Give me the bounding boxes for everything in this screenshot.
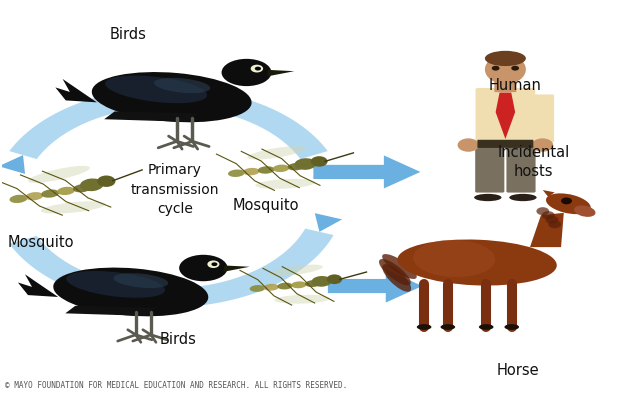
Ellipse shape — [509, 194, 537, 201]
Ellipse shape — [288, 163, 304, 170]
Circle shape — [549, 220, 561, 228]
Circle shape — [255, 67, 261, 71]
Text: Mosquito: Mosquito — [8, 235, 75, 250]
Polygon shape — [267, 70, 295, 76]
Ellipse shape — [40, 201, 106, 214]
Polygon shape — [543, 190, 555, 197]
Ellipse shape — [416, 324, 432, 330]
Text: Human: Human — [489, 78, 541, 93]
Polygon shape — [104, 111, 198, 122]
FancyBboxPatch shape — [475, 88, 535, 143]
Text: Mosquito: Mosquito — [233, 198, 300, 213]
Ellipse shape — [228, 169, 245, 177]
Circle shape — [311, 156, 327, 167]
Polygon shape — [495, 92, 515, 139]
Ellipse shape — [305, 280, 320, 287]
Text: Primary
transmission
cycle: Primary transmission cycle — [131, 163, 219, 216]
Circle shape — [97, 175, 116, 187]
Ellipse shape — [41, 190, 59, 198]
Text: Incidental
hosts: Incidental hosts — [497, 145, 570, 179]
Ellipse shape — [379, 259, 411, 286]
Ellipse shape — [179, 255, 228, 281]
Circle shape — [537, 207, 549, 215]
Ellipse shape — [382, 264, 411, 292]
Circle shape — [542, 211, 555, 219]
Circle shape — [532, 138, 553, 152]
Circle shape — [327, 275, 342, 284]
Ellipse shape — [413, 240, 495, 277]
Polygon shape — [65, 306, 156, 316]
Ellipse shape — [382, 254, 416, 279]
Polygon shape — [9, 88, 328, 159]
Ellipse shape — [291, 281, 307, 288]
Ellipse shape — [80, 179, 104, 191]
FancyBboxPatch shape — [494, 78, 516, 92]
Ellipse shape — [269, 265, 323, 276]
Polygon shape — [56, 79, 97, 102]
Circle shape — [207, 260, 219, 268]
Polygon shape — [0, 155, 25, 174]
Polygon shape — [313, 155, 420, 188]
Ellipse shape — [479, 324, 494, 330]
Ellipse shape — [250, 285, 265, 292]
Ellipse shape — [264, 284, 279, 291]
Circle shape — [561, 198, 572, 204]
Ellipse shape — [9, 195, 27, 203]
FancyBboxPatch shape — [531, 94, 554, 143]
Polygon shape — [224, 265, 250, 272]
Ellipse shape — [441, 324, 455, 330]
FancyBboxPatch shape — [477, 140, 533, 148]
Ellipse shape — [574, 205, 595, 217]
Ellipse shape — [312, 276, 332, 287]
Ellipse shape — [53, 267, 209, 316]
Ellipse shape — [272, 165, 289, 172]
Ellipse shape — [105, 75, 207, 103]
Text: Horse: Horse — [497, 363, 539, 378]
Circle shape — [545, 216, 558, 224]
Polygon shape — [18, 274, 58, 297]
Ellipse shape — [255, 179, 315, 189]
Text: Birds: Birds — [109, 27, 146, 42]
Ellipse shape — [295, 158, 316, 170]
Ellipse shape — [28, 166, 90, 183]
Circle shape — [211, 262, 217, 266]
Ellipse shape — [258, 166, 274, 174]
Ellipse shape — [474, 194, 501, 201]
Ellipse shape — [114, 273, 168, 288]
Ellipse shape — [222, 59, 271, 86]
Ellipse shape — [243, 168, 260, 175]
Ellipse shape — [25, 192, 43, 200]
Ellipse shape — [57, 187, 75, 195]
Text: Birds: Birds — [159, 332, 197, 347]
Ellipse shape — [546, 194, 591, 214]
Polygon shape — [315, 213, 342, 232]
FancyBboxPatch shape — [476, 94, 499, 143]
Circle shape — [458, 138, 479, 152]
Ellipse shape — [277, 282, 293, 290]
Circle shape — [251, 65, 263, 73]
Ellipse shape — [247, 146, 306, 160]
Ellipse shape — [274, 295, 330, 304]
FancyBboxPatch shape — [475, 145, 504, 193]
Ellipse shape — [66, 271, 165, 298]
Ellipse shape — [92, 72, 252, 122]
Ellipse shape — [485, 51, 526, 66]
Ellipse shape — [73, 184, 91, 192]
Ellipse shape — [504, 324, 519, 330]
Polygon shape — [530, 213, 564, 247]
Circle shape — [511, 66, 519, 71]
Text: © MAYO FOUNDATION FOR MEDICAL EDUCATION AND RESEARCH. ALL RIGHTS RESERVED.: © MAYO FOUNDATION FOR MEDICAL EDUCATION … — [5, 380, 347, 389]
Circle shape — [492, 66, 499, 71]
Polygon shape — [328, 269, 422, 303]
Ellipse shape — [398, 239, 557, 286]
Ellipse shape — [485, 55, 526, 84]
FancyBboxPatch shape — [506, 145, 535, 193]
Polygon shape — [9, 229, 334, 307]
Ellipse shape — [154, 78, 210, 93]
